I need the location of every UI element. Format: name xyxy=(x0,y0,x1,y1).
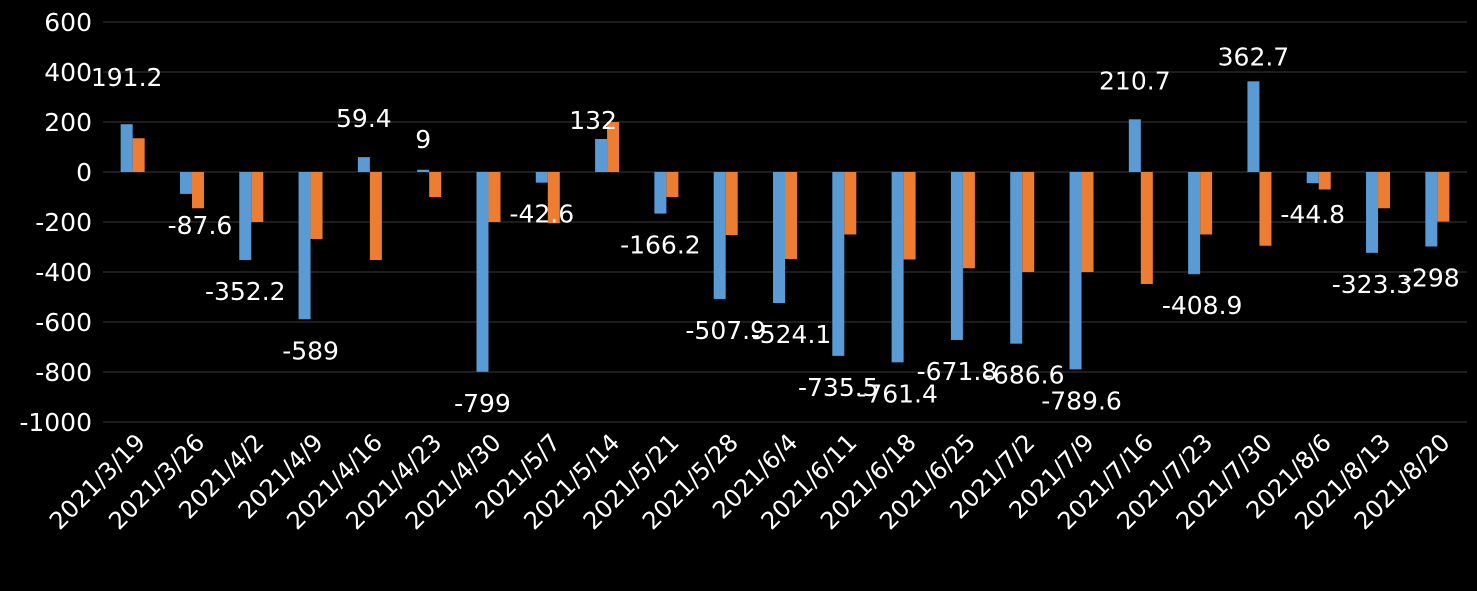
bar-series-2 xyxy=(1140,172,1153,284)
bar-series-2 xyxy=(1378,172,1391,209)
bar-series-2 xyxy=(132,138,145,172)
y-tick-label: -400 xyxy=(35,258,92,287)
y-tick-label: -200 xyxy=(35,208,92,237)
y-tick-label: 200 xyxy=(44,108,92,137)
bar-series-1 xyxy=(417,169,430,172)
bar-series-1 xyxy=(239,172,252,261)
bar-series-2 xyxy=(488,172,501,222)
bar-series-2 xyxy=(1081,172,1094,272)
bar-series-1 xyxy=(1188,172,1201,275)
data-label: 191.2 xyxy=(91,63,163,92)
bar-series-1 xyxy=(1306,172,1319,184)
data-label: -44.8 xyxy=(1280,200,1345,229)
bar-series-2 xyxy=(1022,172,1035,272)
data-label: -298 xyxy=(1403,264,1460,293)
y-axis-ticks: 600 400 200 0 -200 -400 -600 -800 -1000 xyxy=(19,8,92,437)
bar-series-2 xyxy=(1318,172,1331,190)
bar-series-1 xyxy=(773,172,785,304)
bar-series-2 xyxy=(429,172,442,197)
y-tick-label: 400 xyxy=(44,58,92,87)
data-label: 132 xyxy=(569,106,617,135)
data-label: -735.5 xyxy=(798,373,879,402)
data-label: -671.8 xyxy=(917,357,998,386)
data-label: 59.4 xyxy=(336,104,392,133)
bar-series-1 xyxy=(179,172,192,194)
data-label: -761.4 xyxy=(857,379,938,408)
data-label: -789.6 xyxy=(1041,386,1122,415)
y-tick-label: -1000 xyxy=(19,408,92,437)
bars xyxy=(120,81,1450,372)
bar-series-2 xyxy=(725,172,738,235)
bar-series-1 xyxy=(1425,172,1438,247)
data-label: 9 xyxy=(415,125,431,154)
bar-series-2 xyxy=(1200,172,1213,235)
data-label: -323.3 xyxy=(1332,270,1413,299)
data-label: -686.6 xyxy=(984,361,1065,390)
data-label: -42.6 xyxy=(509,200,574,229)
bar-series-1 xyxy=(713,172,726,299)
bar-series-1 xyxy=(535,172,548,183)
data-label: -87.6 xyxy=(168,211,233,240)
bar-series-1 xyxy=(357,157,370,172)
bar-series-1 xyxy=(1128,119,1141,172)
data-label: -799 xyxy=(454,389,511,418)
bar-series-1 xyxy=(1247,81,1260,172)
data-label: 210.7 xyxy=(1099,66,1171,95)
data-label: -507.9 xyxy=(685,316,766,345)
bar-series-1 xyxy=(1069,172,1082,370)
data-label: -166.2 xyxy=(620,231,701,260)
bar-series-2 xyxy=(785,172,797,259)
bar-series-1 xyxy=(654,172,667,214)
bar-series-1 xyxy=(595,139,608,172)
bar-series-2 xyxy=(962,172,975,269)
bar-series-1 xyxy=(298,172,311,320)
bar-series-2 xyxy=(369,172,382,260)
bar-series-2 xyxy=(251,172,264,222)
data-label: -589 xyxy=(282,336,339,365)
bar-series-1 xyxy=(1366,172,1379,253)
bar-series-2 xyxy=(903,172,916,260)
bar-series-1 xyxy=(832,172,845,356)
bar-series-1 xyxy=(950,172,963,340)
y-tick-label: -800 xyxy=(35,358,92,387)
data-labels: 191.2 -87.6 -352.2 -589 59.4 9 -799 -42.6 132 -16… xyxy=(91,42,1460,417)
bar-series-1 xyxy=(476,172,489,372)
bar-series-2 xyxy=(191,172,204,209)
bar-series-2 xyxy=(547,172,560,224)
bar-series-2 xyxy=(844,172,857,235)
y-tick-label: -600 xyxy=(35,308,92,337)
bar-series-1 xyxy=(1010,172,1023,344)
bar-series-2 xyxy=(607,122,620,172)
y-tick-label: 0 xyxy=(76,158,92,187)
data-label: -408.9 xyxy=(1162,291,1243,320)
bar-series-1 xyxy=(120,124,133,172)
data-label: -524.1 xyxy=(751,320,832,349)
bar-series-2 xyxy=(666,172,679,197)
bar-series-2 xyxy=(1259,172,1272,246)
bar-series-2 xyxy=(1437,172,1450,222)
data-label: -352.2 xyxy=(205,277,286,306)
data-label: 362.7 xyxy=(1218,42,1290,71)
bar-series-2 xyxy=(310,172,323,239)
y-tick-label: 600 xyxy=(44,8,92,37)
bar-series-1 xyxy=(891,172,904,363)
